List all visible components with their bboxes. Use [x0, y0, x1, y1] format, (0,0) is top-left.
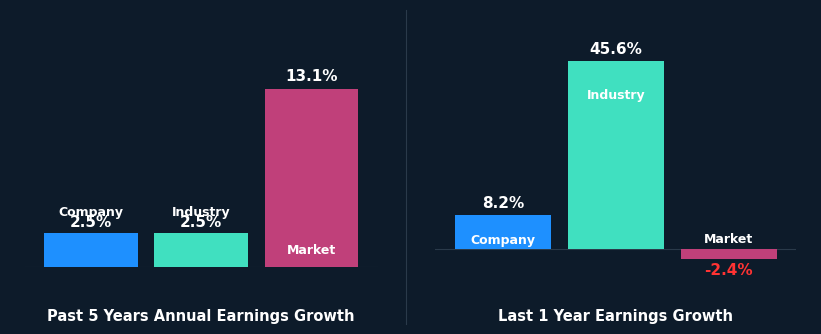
Text: Past 5 Years Annual Earnings Growth: Past 5 Years Annual Earnings Growth	[48, 309, 355, 324]
Bar	[264, 89, 358, 267]
Text: 45.6%: 45.6%	[589, 42, 642, 57]
Text: 2.5%: 2.5%	[70, 215, 112, 229]
Text: Industry: Industry	[586, 89, 645, 102]
Bar	[44, 233, 138, 267]
Text: 13.1%: 13.1%	[285, 69, 337, 84]
Text: Last 1 Year Earnings Growth: Last 1 Year Earnings Growth	[498, 309, 733, 324]
Text: 2.5%: 2.5%	[180, 215, 222, 229]
Bar	[568, 61, 663, 249]
Text: Industry: Industry	[172, 206, 231, 219]
Bar	[681, 249, 777, 259]
Bar	[154, 233, 248, 267]
Text: Market: Market	[704, 233, 753, 246]
Text: Company: Company	[470, 233, 535, 246]
Text: Market: Market	[287, 243, 336, 257]
Text: -2.4%: -2.4%	[704, 263, 753, 278]
Text: 8.2%: 8.2%	[482, 196, 524, 211]
Text: Company: Company	[58, 206, 123, 219]
Bar	[455, 215, 551, 249]
